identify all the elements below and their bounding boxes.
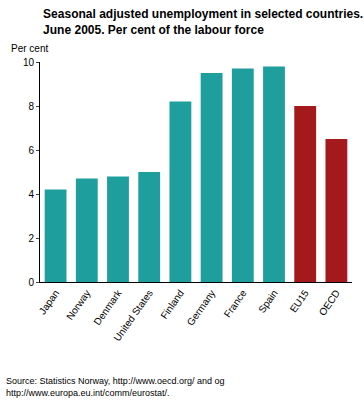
- svg-text:Per cent: Per cent: [11, 43, 48, 54]
- svg-text:France: France: [222, 287, 249, 319]
- svg-text:Norway: Norway: [64, 288, 92, 322]
- svg-text:Source: Statistics Norway, htt: Source: Statistics Norway, http://www.oe…: [6, 376, 224, 398]
- svg-text:Japan: Japan: [37, 288, 62, 317]
- svg-text:OECD: OECD: [317, 288, 343, 318]
- svg-text:United States: United States: [111, 288, 154, 343]
- svg-text:4: 4: [28, 189, 34, 200]
- svg-text:2: 2: [28, 233, 34, 244]
- svg-text:Finland: Finland: [158, 288, 186, 321]
- svg-text:Spain: Spain: [256, 288, 280, 315]
- svg-text:6: 6: [28, 145, 34, 156]
- svg-text:Seasonal adjusted unemployment: Seasonal adjusted unemployment in select…: [43, 7, 363, 37]
- svg-text:10: 10: [23, 57, 35, 68]
- svg-text:Germany: Germany: [185, 288, 218, 328]
- svg-text:Denmark: Denmark: [91, 287, 124, 327]
- svg-text:8: 8: [28, 101, 34, 112]
- svg-text:EU15: EU15: [288, 287, 312, 314]
- svg-text:0: 0: [28, 277, 34, 288]
